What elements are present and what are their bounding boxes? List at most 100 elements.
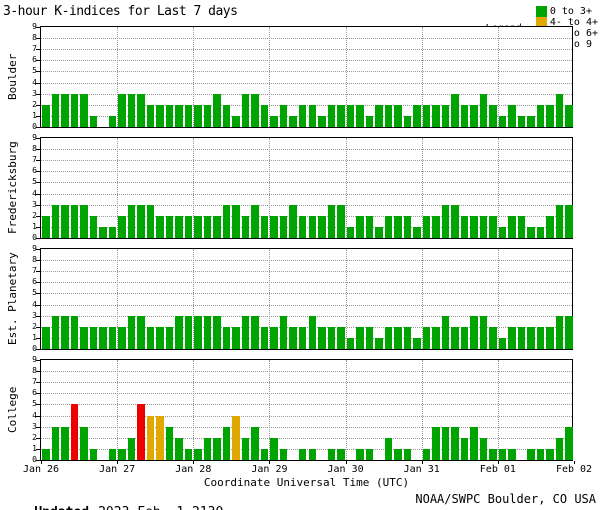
- legend-swatch-4-to-4: [535, 17, 547, 28]
- k-index-bar: [213, 437, 221, 460]
- k-index-bar: [251, 426, 259, 460]
- k-index-bar: [432, 326, 440, 349]
- y-tick-label: 0: [32, 344, 37, 353]
- h-gridline: [41, 49, 572, 51]
- k-index-bar: [508, 104, 516, 127]
- day-gridline: [345, 27, 347, 127]
- k-index-bar: [508, 215, 516, 238]
- x-tick-mark: [497, 461, 499, 464]
- k-index-bar: [146, 204, 155, 238]
- y-tick-label: 9: [32, 355, 37, 364]
- k-index-bar: [508, 326, 516, 349]
- k-index-bar: [51, 315, 60, 349]
- k-index-bar: [251, 93, 259, 127]
- h-gridline: [41, 271, 572, 273]
- k-index-bar: [279, 448, 288, 460]
- k-index-bar: [403, 215, 412, 238]
- k-index-bar: [203, 215, 212, 238]
- y-tick-mark: [36, 460, 40, 461]
- k-index-bar: [260, 326, 269, 349]
- k-index-bar: [365, 115, 374, 127]
- legend-item-1: 4- to 4+: [535, 17, 598, 28]
- k-index-bar: [146, 415, 155, 460]
- k-index-bar: [222, 204, 231, 238]
- station-label-est-planetary: Est. Planetary: [6, 252, 19, 346]
- k-index-bar: [137, 404, 145, 460]
- k-index-bar: [422, 104, 431, 127]
- k-index-bar: [565, 426, 573, 460]
- y-tick-label: 1: [32, 110, 37, 120]
- day-gridline: [345, 360, 347, 460]
- panel-est-planetary: [40, 248, 573, 350]
- y-tick-mark: [36, 282, 40, 284]
- k-index-bar: [546, 104, 554, 127]
- y-tick-mark: [36, 60, 40, 62]
- h-gridline: [41, 304, 572, 306]
- day-gridline: [193, 138, 195, 238]
- k-index-bar: [289, 326, 297, 349]
- h-gridline: [41, 293, 572, 295]
- k-index-bar: [184, 315, 193, 349]
- k-index-bar: [270, 215, 278, 238]
- h-gridline: [41, 60, 572, 62]
- k-index-bar: [565, 315, 573, 349]
- x-tick-label-jan-30: Jan 30: [327, 464, 364, 475]
- h-gridline: [41, 204, 572, 206]
- k-index-bar: [337, 204, 345, 238]
- k-index-bar: [298, 326, 307, 349]
- k-index-bar: [337, 326, 345, 349]
- y-tick-label: 1: [32, 443, 37, 453]
- k-index-bar: [184, 215, 193, 238]
- k-index-bar: [498, 337, 507, 349]
- updated-timestamp: Updated 2023 Feb 1 2130: [3, 490, 223, 510]
- k-index-bar: [346, 337, 355, 349]
- h-gridline: [41, 38, 572, 40]
- k-index-bar: [194, 448, 202, 460]
- k-index-bar: [460, 215, 469, 238]
- k-index-bar: [194, 104, 202, 127]
- h-gridline: [41, 326, 572, 328]
- x-tick-mark: [41, 461, 42, 464]
- k-index-bar: [203, 104, 212, 127]
- k-index-bar: [260, 104, 269, 127]
- k-index-bar: [546, 326, 554, 349]
- k-index-bar: [565, 104, 573, 127]
- y-tick-label: 1: [32, 332, 37, 342]
- k-index-bar: [213, 215, 221, 238]
- x-tick-mark: [421, 461, 423, 464]
- y-tick-mark: [36, 315, 40, 317]
- k-index-bar: [356, 448, 364, 460]
- k-index-bar: [536, 226, 545, 238]
- y-tick-mark: [36, 271, 40, 273]
- k-index-bar: [394, 326, 402, 349]
- day-gridline: [193, 360, 195, 460]
- k-index-bar: [555, 93, 564, 127]
- y-tick-mark: [36, 27, 40, 28]
- h-gridline: [41, 371, 572, 373]
- k-index-bar: [194, 315, 202, 349]
- k-index-bar: [165, 326, 174, 349]
- y-tick-mark: [36, 38, 40, 40]
- k-index-bar: [356, 104, 364, 127]
- k-index-bar: [184, 104, 193, 127]
- y-tick-label: 5: [32, 66, 37, 76]
- k-index-bar: [356, 215, 364, 238]
- y-tick-label: 2: [32, 210, 37, 220]
- k-index-bar: [451, 426, 459, 460]
- x-tick-mark: [193, 461, 195, 464]
- h-gridline: [41, 193, 572, 195]
- k-index-bar: [441, 104, 450, 127]
- y-tick-mark: [36, 215, 40, 217]
- day-gridline: [269, 360, 271, 460]
- day-gridline: [421, 249, 423, 349]
- k-index-bar: [337, 104, 345, 127]
- updated-value: 2023 Feb 1 2130: [98, 505, 223, 510]
- h-gridline: [41, 71, 572, 73]
- k-index-bar: [298, 448, 307, 460]
- h-gridline: [41, 226, 572, 228]
- k-index-bar: [470, 426, 478, 460]
- k-index-bar: [127, 437, 136, 460]
- y-tick-label: 9: [32, 133, 37, 142]
- h-gridline: [41, 149, 572, 151]
- k-index-bar: [156, 415, 164, 460]
